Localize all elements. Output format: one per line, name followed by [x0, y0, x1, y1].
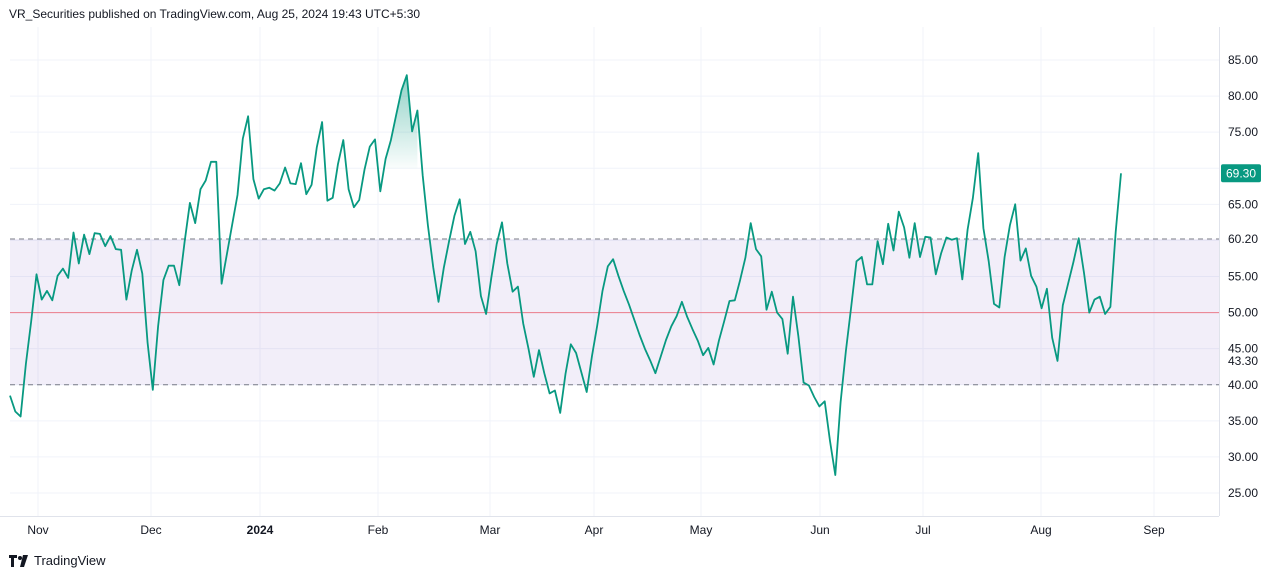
x-tick-label: Jul [915, 523, 930, 537]
y-tick-label: 55.00 [1228, 270, 1258, 284]
rsi-chart[interactable]: 85.00 80.00 75.00 65.00 60.20 55.00 50.00 45.00… [0, 27, 1281, 543]
y-tick-label: 40.00 [1228, 378, 1258, 392]
time-axis[interactable]: Nov Dec 2024 Feb Mar Apr May Jun Jul Aug Sep [0, 27, 1220, 537]
x-tick-label: Jun [810, 523, 829, 537]
y-tick-label: 45.00 [1228, 342, 1258, 356]
y-tick-label: 65.00 [1228, 197, 1258, 211]
grid-lines [10, 27, 1219, 516]
y-tick-label: 60.20 [1228, 232, 1258, 246]
rsi-series-line [9, 74, 1122, 476]
overbought-fill [385, 75, 418, 169]
x-tick-label: Mar [480, 523, 501, 537]
y-tick-label: 75.00 [1228, 125, 1258, 139]
y-tick-label: 25.00 [1228, 486, 1258, 500]
x-tick-label: May [690, 523, 713, 537]
x-tick-label: Nov [27, 523, 48, 537]
price-axis[interactable]: 85.00 80.00 75.00 65.00 60.20 55.00 50.00 45.00… [1228, 53, 1258, 500]
y-tick-label: 80.00 [1228, 89, 1258, 103]
tradingview-brand[interactable]: TradingView [9, 553, 106, 568]
tradingview-logo-icon [9, 554, 28, 567]
y-tick-label: 43.30 [1228, 354, 1258, 368]
x-tick-label: Aug [1030, 523, 1051, 537]
x-tick-label: Feb [368, 523, 389, 537]
rsi-chart-pane[interactable]: 85.00 80.00 75.00 65.00 60.20 55.00 50.00 45.00… [0, 27, 1281, 543]
x-tick-label: Sep [1143, 523, 1165, 537]
y-tick-label: 30.00 [1228, 450, 1258, 464]
y-tick-label: 50.00 [1228, 306, 1258, 320]
last-value-badge: 69.30 [1221, 164, 1261, 183]
y-tick-label: 85.00 [1228, 53, 1258, 67]
y-tick-label: 35.00 [1228, 414, 1258, 428]
x-tick-label: Dec [140, 523, 161, 537]
last-value-label: 69.30 [1226, 166, 1256, 180]
tradingview-brand-label: TradingView [34, 553, 106, 568]
x-tick-label: Apr [585, 523, 604, 537]
publisher-caption: VR_Securities published on TradingView.c… [9, 7, 421, 21]
overbought-fill-area [385, 75, 418, 169]
last-value-badge-bg [1221, 164, 1261, 183]
x-tick-label: 2024 [247, 523, 274, 537]
